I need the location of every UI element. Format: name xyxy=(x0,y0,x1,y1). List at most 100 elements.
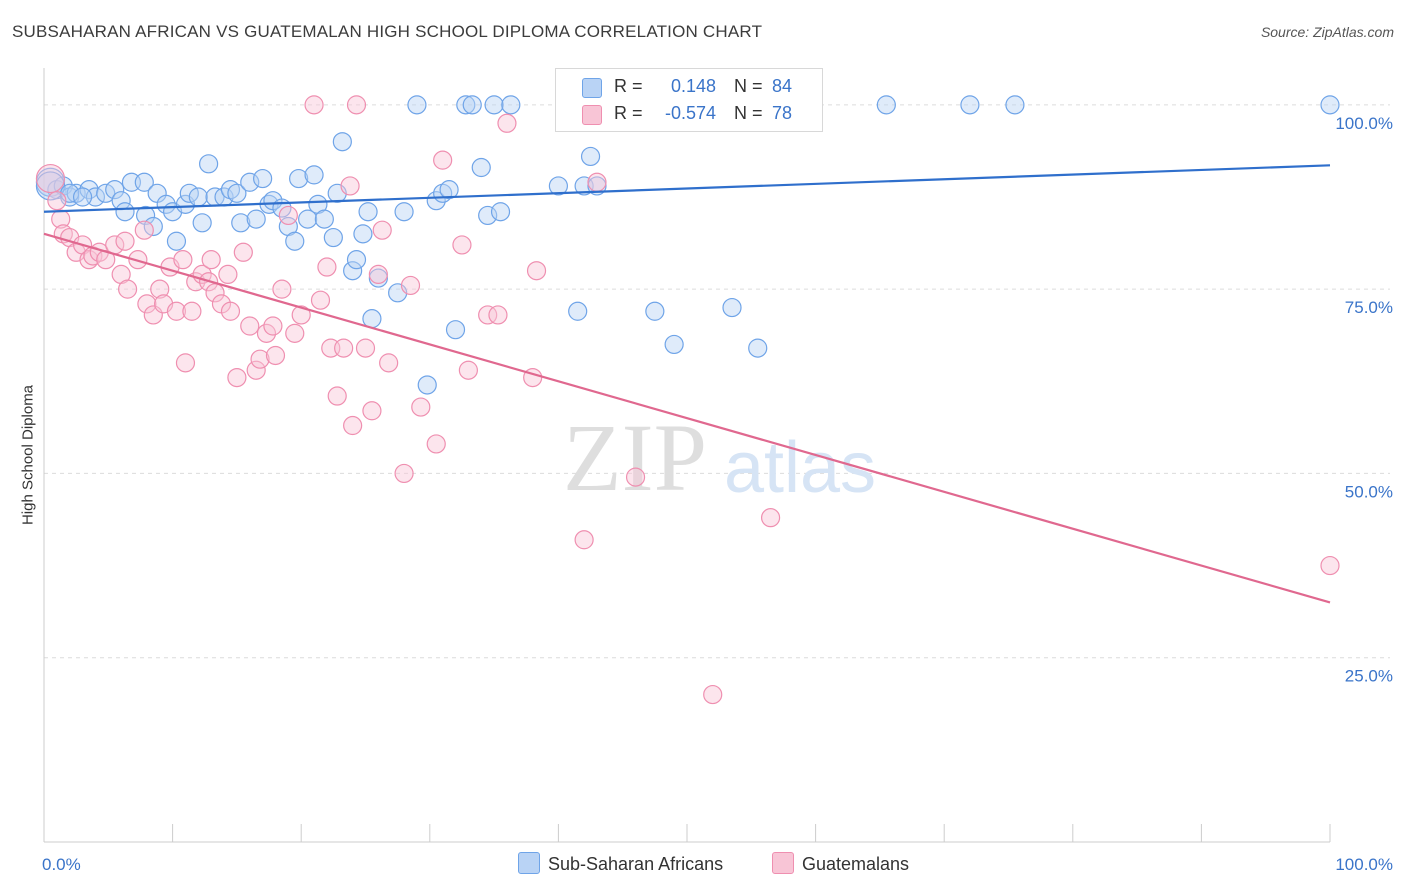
data-point xyxy=(334,338,354,358)
data-point xyxy=(246,360,266,380)
data-point xyxy=(278,205,298,226)
data-point xyxy=(433,150,453,170)
data-point xyxy=(117,279,138,299)
data-point xyxy=(353,224,373,244)
y-tick-label: 100.0% xyxy=(1335,114,1393,133)
data-point xyxy=(253,168,273,189)
data-point xyxy=(340,176,360,196)
data-point xyxy=(1005,95,1025,115)
data-point xyxy=(645,301,665,321)
data-point xyxy=(220,301,241,321)
data-point xyxy=(379,353,399,373)
data-point xyxy=(135,205,156,226)
data-point xyxy=(748,338,768,358)
data-point xyxy=(173,250,193,270)
data-point xyxy=(291,305,311,325)
trend-line xyxy=(43,164,1331,213)
bottom-legend-guatemalans: Guatemalans xyxy=(772,852,909,875)
data-point xyxy=(346,95,367,115)
data-point xyxy=(240,316,260,336)
data-point xyxy=(574,530,594,550)
data-point xyxy=(362,401,382,421)
data-point xyxy=(452,235,472,255)
data-point xyxy=(304,95,324,115)
data-point xyxy=(166,231,187,251)
data-point xyxy=(166,301,187,321)
watermark-atlas: atlas xyxy=(724,428,876,508)
legend-r-value: 0.148 xyxy=(670,76,716,96)
data-point xyxy=(1320,555,1340,576)
data-point xyxy=(587,172,607,192)
data-point xyxy=(471,157,491,178)
data-point xyxy=(722,297,742,318)
bottom-legend-sub-saharan-africans: Sub-Saharan Africans xyxy=(518,852,723,875)
data-point xyxy=(35,163,66,194)
y-tick-label: 25.0% xyxy=(1345,667,1393,686)
legend-n-value: 84 xyxy=(772,76,793,96)
legend-box: R = 0.148 N = 84 R = -0.574 N = 78 xyxy=(555,68,823,132)
data-point xyxy=(182,301,202,321)
legend-n-value: 78 xyxy=(772,103,793,123)
data-point xyxy=(426,191,446,211)
data-point xyxy=(400,275,421,296)
data-point xyxy=(497,113,517,133)
data-point xyxy=(323,227,343,248)
data-point xyxy=(478,205,498,226)
data-point xyxy=(314,209,334,229)
legend-swatch-blue xyxy=(582,78,602,98)
data-point xyxy=(760,508,781,528)
data-point xyxy=(456,95,476,115)
legend-row-sub-saharan-africans: R = 0.148 N = 84 xyxy=(556,74,822,100)
data-point xyxy=(372,220,392,240)
grid-lines xyxy=(44,104,1390,659)
legend-r-value: -0.574 xyxy=(664,103,716,123)
legend-r-label: R = xyxy=(614,103,643,123)
data-point xyxy=(317,257,337,277)
data-point xyxy=(332,132,352,152)
data-point xyxy=(227,368,247,388)
bottom-legend-swatch-pink xyxy=(772,852,794,874)
data-point xyxy=(298,209,318,229)
data-point xyxy=(263,316,283,336)
data-point xyxy=(233,242,253,262)
data-point xyxy=(156,194,176,214)
data-point xyxy=(426,434,446,454)
bottom-legend-label: Sub-Saharan Africans xyxy=(548,854,724,874)
data-point xyxy=(188,187,208,207)
data-point xyxy=(490,202,511,222)
data-point xyxy=(484,95,504,115)
bottom-legend-label: Guatemalans xyxy=(802,854,910,874)
data-point xyxy=(289,168,309,189)
data-point xyxy=(199,154,219,174)
data-point xyxy=(346,250,367,270)
watermark: ZIP atlas xyxy=(563,404,876,511)
data-point xyxy=(358,202,378,222)
data-point xyxy=(580,146,601,167)
data-point xyxy=(115,231,135,251)
data-point xyxy=(192,213,212,233)
data-point xyxy=(250,349,270,369)
tick-labels: 25.0% 50.0% 75.0% 100.0% 0.0% 100.0% xyxy=(42,114,1393,874)
data-point xyxy=(246,209,266,229)
data-point xyxy=(105,180,125,200)
data-point xyxy=(134,220,154,240)
data-point xyxy=(411,397,431,417)
data-point xyxy=(368,264,388,284)
y-tick-label: 50.0% xyxy=(1345,482,1393,501)
data-point xyxy=(1320,95,1340,115)
data-point xyxy=(407,95,427,115)
data-point xyxy=(548,176,569,196)
data-point xyxy=(526,261,547,281)
data-point xyxy=(664,334,684,355)
data-point xyxy=(134,172,154,192)
data-point xyxy=(150,279,170,299)
data-point xyxy=(175,353,196,373)
bottom-legend-swatch-blue xyxy=(518,852,540,874)
watermark-zip: ZIP xyxy=(563,404,707,511)
data-point xyxy=(355,338,376,358)
series-sub-saharan-africans xyxy=(35,95,1340,395)
x-tick-label: 100.0% xyxy=(1335,855,1393,874)
data-point xyxy=(625,467,646,487)
data-point xyxy=(272,279,292,299)
